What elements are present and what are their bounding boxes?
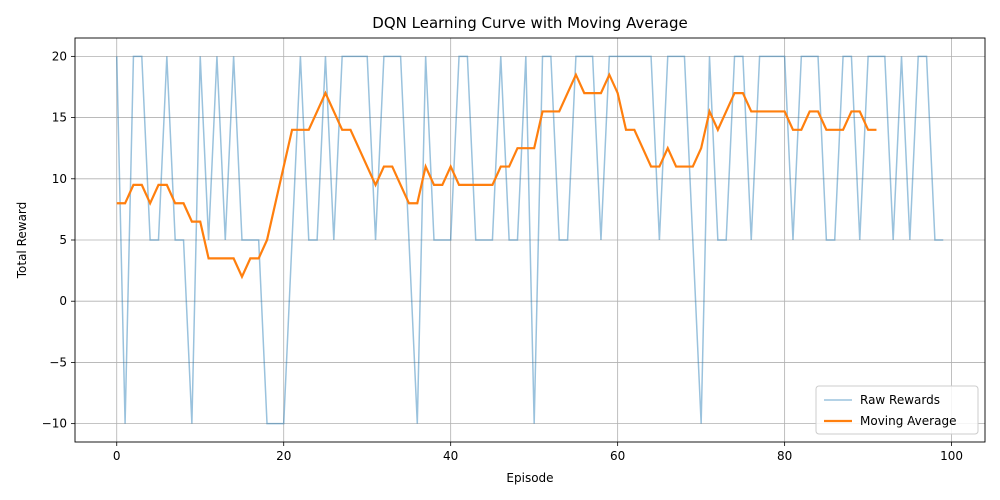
x-tick-label: 60: [610, 449, 625, 463]
y-tick-label: −5: [49, 355, 67, 369]
x-tick-label: 100: [940, 449, 963, 463]
axis-ticks: 0 20 40 60 80 100 −10 −5 0 5 10 15 20: [42, 49, 963, 463]
moving-average-line: [116, 72, 877, 280]
x-tick-label: 0: [113, 449, 121, 463]
chart-title: DQN Learning Curve with Moving Average: [372, 14, 687, 32]
y-tick-label: 10: [52, 172, 67, 186]
y-tick-label: 20: [52, 49, 67, 63]
y-tick-label: −10: [42, 417, 67, 431]
x-tick-label: 80: [777, 449, 792, 463]
grid: [75, 38, 985, 442]
raw-rewards-line: [115, 55, 944, 425]
y-tick-label: 15: [52, 111, 67, 125]
plot-area: [115, 55, 944, 425]
y-tick-label: 0: [59, 294, 67, 308]
y-axis-label: Total Reward: [15, 202, 29, 280]
x-axis-label: Episode: [506, 471, 553, 485]
legend-moving-average-label: Moving Average: [860, 414, 956, 428]
legend: Raw Rewards Moving Average: [815, 385, 979, 435]
legend-raw-rewards-label: Raw Rewards: [860, 393, 940, 407]
x-tick-label: 20: [276, 449, 291, 463]
y-tick-label: 5: [59, 233, 67, 247]
x-tick-label: 40: [443, 449, 458, 463]
legend-box: [815, 385, 979, 435]
